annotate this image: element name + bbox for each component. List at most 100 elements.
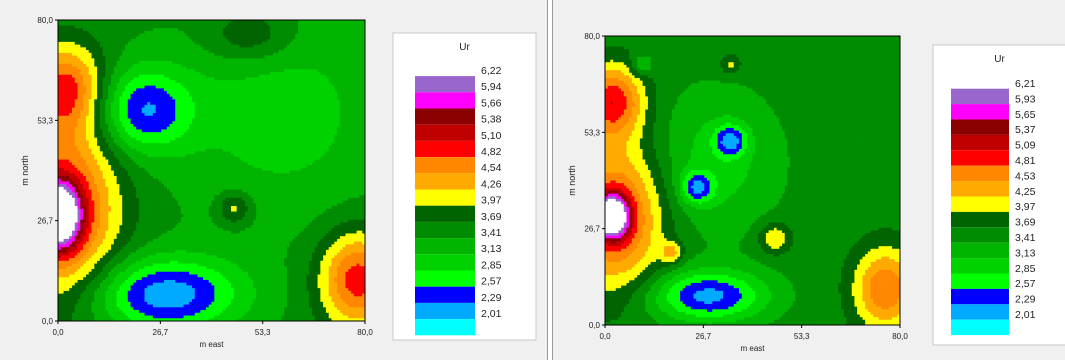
contour-cell <box>242 71 246 76</box>
contour-cell <box>130 123 134 128</box>
contour-cell <box>231 96 235 100</box>
contour-cell <box>150 71 154 76</box>
contour-cell <box>286 44 290 48</box>
contour-cell <box>175 71 179 76</box>
contour-cell <box>136 91 140 95</box>
contour-cell <box>80 66 84 70</box>
contour-cell <box>155 44 159 48</box>
contour-cell <box>150 30 154 35</box>
contour-cell <box>275 88 279 92</box>
contour-cell <box>116 113 120 117</box>
contour-cell <box>258 96 263 100</box>
contour-cell <box>289 80 293 84</box>
contour-cell <box>150 99 154 103</box>
contour-cell <box>164 63 168 67</box>
contour-cell <box>334 25 338 29</box>
contour-cell <box>217 69 221 73</box>
contour-cell <box>270 66 274 70</box>
contour-cell <box>150 22 154 26</box>
contour-cell <box>275 22 279 26</box>
contour-cell <box>356 93 360 97</box>
contour-cell <box>214 93 218 97</box>
contour-cell <box>161 91 165 95</box>
contour-cell <box>133 47 137 51</box>
contour-cell <box>351 110 355 114</box>
contour-cell <box>175 121 179 125</box>
contour-cell <box>94 91 98 95</box>
contour-cell <box>261 80 265 84</box>
contour-cell <box>164 113 168 117</box>
contour-cell <box>161 20 165 24</box>
contour-cell <box>189 25 193 29</box>
contour-cell <box>300 96 304 100</box>
contour-cell <box>311 20 316 24</box>
contour-cell <box>272 69 277 73</box>
contour-cell <box>242 44 246 48</box>
contour-cell <box>236 99 240 103</box>
contour-cell <box>164 74 168 78</box>
contour-cell <box>264 110 268 114</box>
contour-cell <box>91 80 95 84</box>
contour-cell <box>69 91 73 95</box>
contour-cell <box>351 115 355 119</box>
contour-cell <box>205 71 210 76</box>
contour-cell <box>300 129 304 133</box>
contour-cell <box>144 39 148 43</box>
contour-cell <box>116 143 120 147</box>
contour-cell <box>166 118 170 122</box>
contour-cell <box>97 36 101 40</box>
contour-cell <box>175 52 179 56</box>
contour-cell <box>180 107 184 111</box>
contour-cell <box>116 39 120 43</box>
contour-cell <box>242 77 246 81</box>
contour-cell <box>60 134 64 139</box>
contour-cell <box>295 96 299 100</box>
contour-cell <box>292 107 296 111</box>
contour-cell <box>228 28 232 32</box>
contour-cell <box>180 25 184 29</box>
contour-cell <box>130 104 134 108</box>
contour-cell <box>189 77 193 81</box>
contour-cell <box>133 129 137 133</box>
contour-cell <box>208 28 212 32</box>
contour-cell <box>298 69 302 73</box>
contour-cell <box>138 91 143 95</box>
contour-cell <box>298 20 302 24</box>
contour-cell <box>320 85 324 89</box>
contour-cell <box>281 107 285 111</box>
contour-cell <box>105 96 109 100</box>
contour-cell <box>119 140 123 144</box>
contour-cell <box>253 107 257 111</box>
contour-cell <box>261 118 265 122</box>
contour-cell <box>158 118 162 122</box>
contour-cell <box>85 44 90 48</box>
contour-cell <box>311 140 316 144</box>
contour-cell <box>158 129 162 133</box>
contour-cell <box>278 36 282 40</box>
contour-cell <box>314 129 318 133</box>
contour-cell <box>284 22 288 26</box>
contour-cell <box>214 47 218 51</box>
contour-cell <box>270 118 274 122</box>
contour-cell <box>183 140 187 144</box>
contour-cell <box>253 52 257 56</box>
contour-cell <box>270 30 274 35</box>
contour-cell <box>337 93 341 97</box>
contour-cell <box>197 96 201 100</box>
contour-cell <box>314 36 318 40</box>
contour-cell <box>311 93 316 97</box>
contour-cell <box>225 28 229 32</box>
contour-cell <box>345 121 349 125</box>
contour-cell <box>309 58 313 62</box>
contour-cell <box>219 129 224 133</box>
contour-cell <box>58 137 62 141</box>
contour-cell <box>208 20 212 24</box>
contour-cell <box>211 36 215 40</box>
contour-cell <box>130 107 134 111</box>
contour-cell <box>275 55 279 59</box>
contour-cell <box>169 126 173 130</box>
contour-cell <box>172 93 176 97</box>
contour-cell <box>130 99 134 103</box>
contour-cell <box>99 69 103 73</box>
contour-cell <box>231 82 235 87</box>
